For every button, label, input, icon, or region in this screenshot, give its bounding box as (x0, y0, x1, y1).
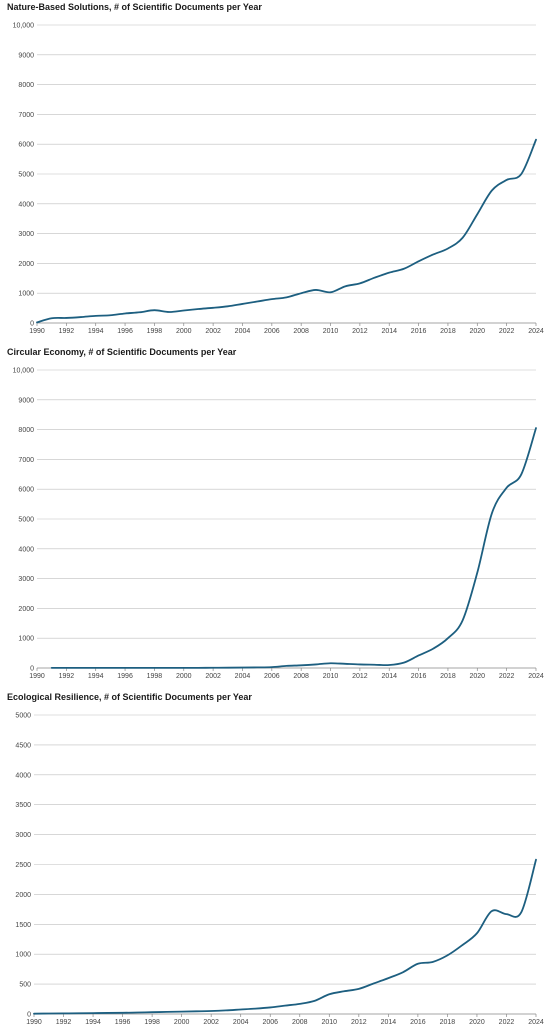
x-tick-label: 2010 (323, 328, 339, 335)
x-tick-label: 2000 (176, 328, 192, 335)
x-tick-label: 2012 (352, 328, 368, 335)
x-tick-label: 2008 (292, 1019, 308, 1026)
x-tick-label: 2002 (205, 328, 221, 335)
y-tick-label: 4500 (15, 742, 31, 749)
y-tick-label: 1000 (18, 636, 34, 643)
chart-title: Circular Economy, # of Scientific Docume… (7, 347, 237, 357)
x-tick-label: 2006 (264, 328, 280, 335)
chart-title: Ecological Resilience, # of Scientific D… (7, 692, 252, 702)
chart-plot: 0 500 1000 1500 2000 2500 3000 3500 4000 4500 5000… (15, 713, 544, 1027)
x-tick-label: 2004 (233, 1019, 249, 1026)
x-tick-label: 1998 (147, 673, 163, 680)
x-tick-label: 1996 (115, 1019, 131, 1026)
chart-panel-2: Circular Economy, # of Scientific Docume… (0, 345, 550, 690)
x-tick-label: 2022 (499, 673, 515, 680)
x-tick-label: 1994 (88, 673, 104, 680)
x-tick-label: 2004 (235, 328, 251, 335)
y-tick-label: 2000 (18, 606, 34, 613)
y-tick-label: 5000 (15, 713, 31, 720)
x-tick-label: 1990 (29, 328, 45, 335)
x-tick-label: 2016 (411, 328, 427, 335)
y-tick-label: 4000 (18, 201, 34, 208)
y-tick-label: 3000 (18, 576, 34, 583)
x-tick-label: 2014 (381, 673, 397, 680)
y-tick-label: 8000 (18, 427, 34, 434)
y-tick-label: 0 (27, 1012, 31, 1019)
x-tick-label: 1992 (59, 328, 75, 335)
y-tick-label: 8000 (18, 82, 34, 89)
x-tick-label: 2020 (469, 1019, 485, 1026)
y-tick-label: 9000 (18, 397, 34, 404)
x-tick-label: 2008 (293, 673, 309, 680)
x-tick-label: 1990 (26, 1019, 42, 1026)
x-tick-label: 1998 (147, 328, 163, 335)
x-tick-label: 2006 (264, 673, 280, 680)
y-tick-label: 6000 (18, 487, 34, 494)
y-tick-label: 7000 (18, 112, 34, 119)
x-tick-label: 2010 (323, 673, 339, 680)
x-tick-label: 2002 (205, 673, 221, 680)
x-tick-label: 2014 (381, 328, 397, 335)
chart-panel-3: Ecological Resilience, # of Scientific D… (0, 690, 550, 1033)
x-tick-label: 1996 (117, 328, 133, 335)
x-tick-label: 2024 (528, 328, 544, 335)
y-tick-label: 500 (19, 982, 31, 989)
x-tick-label: 2024 (528, 673, 544, 680)
y-tick-label: 2000 (18, 261, 34, 268)
y-tick-label: 4000 (15, 772, 31, 779)
y-tick-label: 6000 (18, 142, 34, 149)
y-tick-label: 7000 (18, 457, 34, 464)
x-tick-label: 1996 (117, 673, 133, 680)
y-tick-label: 2000 (15, 892, 31, 899)
y-tick-label: 2500 (15, 862, 31, 869)
y-tick-label: 1000 (18, 291, 34, 298)
y-tick-label: 3000 (15, 832, 31, 839)
x-tick-label: 1994 (85, 1019, 101, 1026)
x-tick-label: 2000 (174, 1019, 190, 1026)
x-tick-label: 2014 (381, 1019, 397, 1026)
x-tick-label: 2012 (351, 1019, 367, 1026)
x-tick-label: 2018 (440, 328, 456, 335)
x-tick-label: 2002 (203, 1019, 219, 1026)
x-tick-label: 1998 (144, 1019, 160, 1026)
chart-plot: 0 1000 2000 3000 4000 5000 6000 7000 8000 9000 10,… (13, 368, 544, 681)
x-tick-label: 1990 (29, 673, 45, 680)
x-tick-label: 1992 (56, 1019, 72, 1026)
chart-panel-1: Nature-Based Solutions, # of Scientific … (0, 0, 550, 345)
x-tick-label: 2012 (352, 673, 368, 680)
series-line (36, 138, 537, 324)
y-tick-label: 0 (30, 321, 34, 328)
x-tick-label: 2022 (499, 328, 515, 335)
x-tick-label: 2020 (470, 673, 486, 680)
x-tick-label: 2016 (410, 1019, 426, 1026)
y-tick-label: 5000 (18, 517, 34, 524)
x-tick-label: 2016 (411, 673, 427, 680)
series-line (33, 858, 537, 1015)
y-tick-label: 3500 (15, 802, 31, 809)
chart-title: Nature-Based Solutions, # of Scientific … (7, 2, 262, 12)
x-tick-label: 2004 (235, 673, 251, 680)
y-tick-label: 1500 (15, 922, 31, 929)
x-tick-label: 2006 (262, 1019, 278, 1026)
y-tick-label: 10,000 (13, 23, 35, 30)
x-tick-label: 2000 (176, 673, 192, 680)
x-tick-label: 2018 (440, 1019, 456, 1026)
x-tick-label: 2018 (440, 673, 456, 680)
y-tick-label: 4000 (18, 546, 34, 553)
chart-plot: 0 1000 2000 3000 4000 5000 6000 7000 8000 9000 10,… (13, 23, 544, 336)
y-tick-label: 1000 (15, 952, 31, 959)
x-tick-label: 2020 (470, 328, 486, 335)
x-tick-label: 1994 (88, 328, 104, 335)
y-tick-label: 0 (30, 666, 34, 673)
x-tick-label: 1992 (59, 673, 75, 680)
series-line (50, 427, 537, 669)
y-tick-label: 9000 (18, 52, 34, 59)
x-tick-label: 2008 (293, 328, 309, 335)
y-tick-label: 10,000 (13, 368, 35, 375)
y-tick-label: 5000 (18, 172, 34, 179)
x-tick-label: 2022 (499, 1019, 515, 1026)
x-tick-label: 2010 (322, 1019, 338, 1026)
x-tick-label: 2024 (528, 1019, 544, 1026)
y-tick-label: 3000 (18, 231, 34, 238)
